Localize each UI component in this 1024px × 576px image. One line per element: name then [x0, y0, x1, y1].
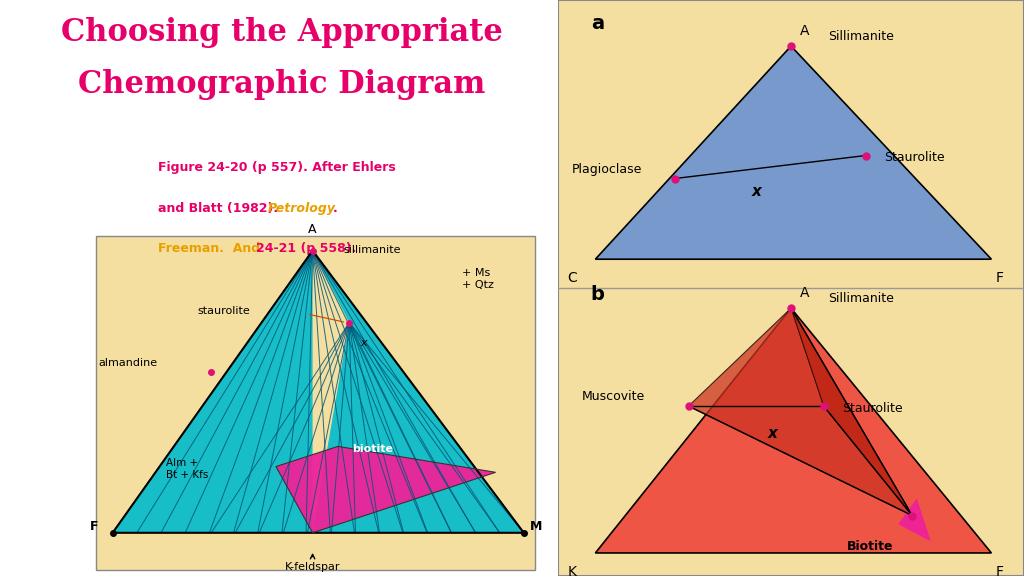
Text: M: M [529, 520, 542, 533]
Text: Plagioclase: Plagioclase [572, 163, 642, 176]
Text: F: F [996, 565, 1005, 576]
Polygon shape [898, 498, 931, 541]
Text: x: x [768, 426, 777, 441]
Text: A: A [801, 286, 810, 300]
Polygon shape [791, 308, 912, 516]
Text: almandine: almandine [98, 358, 158, 367]
Text: Freeman.  And: Freeman. And [158, 242, 264, 255]
Text: .: . [333, 202, 337, 215]
Text: K-feldspar: K-feldspar [285, 555, 340, 572]
Text: Staurolite: Staurolite [843, 402, 903, 415]
Text: b: b [591, 285, 604, 304]
Text: x: x [360, 338, 367, 347]
Polygon shape [595, 308, 991, 553]
Text: A: A [308, 223, 316, 236]
Text: + Ms
+ Qtz: + Ms + Qtz [462, 268, 494, 290]
Text: Petrology: Petrology [267, 202, 336, 215]
Text: sillimanite: sillimanite [344, 245, 401, 255]
Text: Figure 24-20 (p 557). After Ehlers: Figure 24-20 (p 557). After Ehlers [158, 161, 395, 175]
Polygon shape [113, 251, 312, 533]
Text: Alm +
Bt + Kfs: Alm + Bt + Kfs [166, 458, 209, 480]
Text: Sillimanite: Sillimanite [828, 31, 894, 43]
Polygon shape [276, 446, 496, 533]
Text: x: x [752, 184, 761, 199]
Text: Biotite: Biotite [847, 540, 894, 553]
FancyBboxPatch shape [96, 236, 536, 570]
Text: biotite: biotite [352, 444, 393, 454]
Text: C: C [567, 271, 577, 285]
Text: a: a [591, 14, 604, 33]
Text: A: A [801, 24, 810, 37]
Text: Chemographic Diagram: Chemographic Diagram [78, 69, 485, 100]
Text: and Blatt (1982).: and Blatt (1982). [158, 202, 283, 215]
Text: 24-21 (p 558).: 24-21 (p 558). [256, 242, 356, 255]
Text: Choosing the Appropriate: Choosing the Appropriate [60, 17, 503, 48]
Text: F: F [90, 520, 98, 533]
Text: Muscovite: Muscovite [582, 391, 645, 403]
Polygon shape [312, 251, 524, 533]
Text: K: K [567, 565, 577, 576]
Polygon shape [688, 308, 912, 516]
Text: Staurolite: Staurolite [885, 151, 945, 164]
Text: staurolite: staurolite [197, 306, 250, 316]
Text: F: F [996, 271, 1005, 285]
FancyBboxPatch shape [558, 0, 1024, 576]
Polygon shape [595, 46, 991, 259]
Text: Sillimanite: Sillimanite [828, 293, 894, 305]
